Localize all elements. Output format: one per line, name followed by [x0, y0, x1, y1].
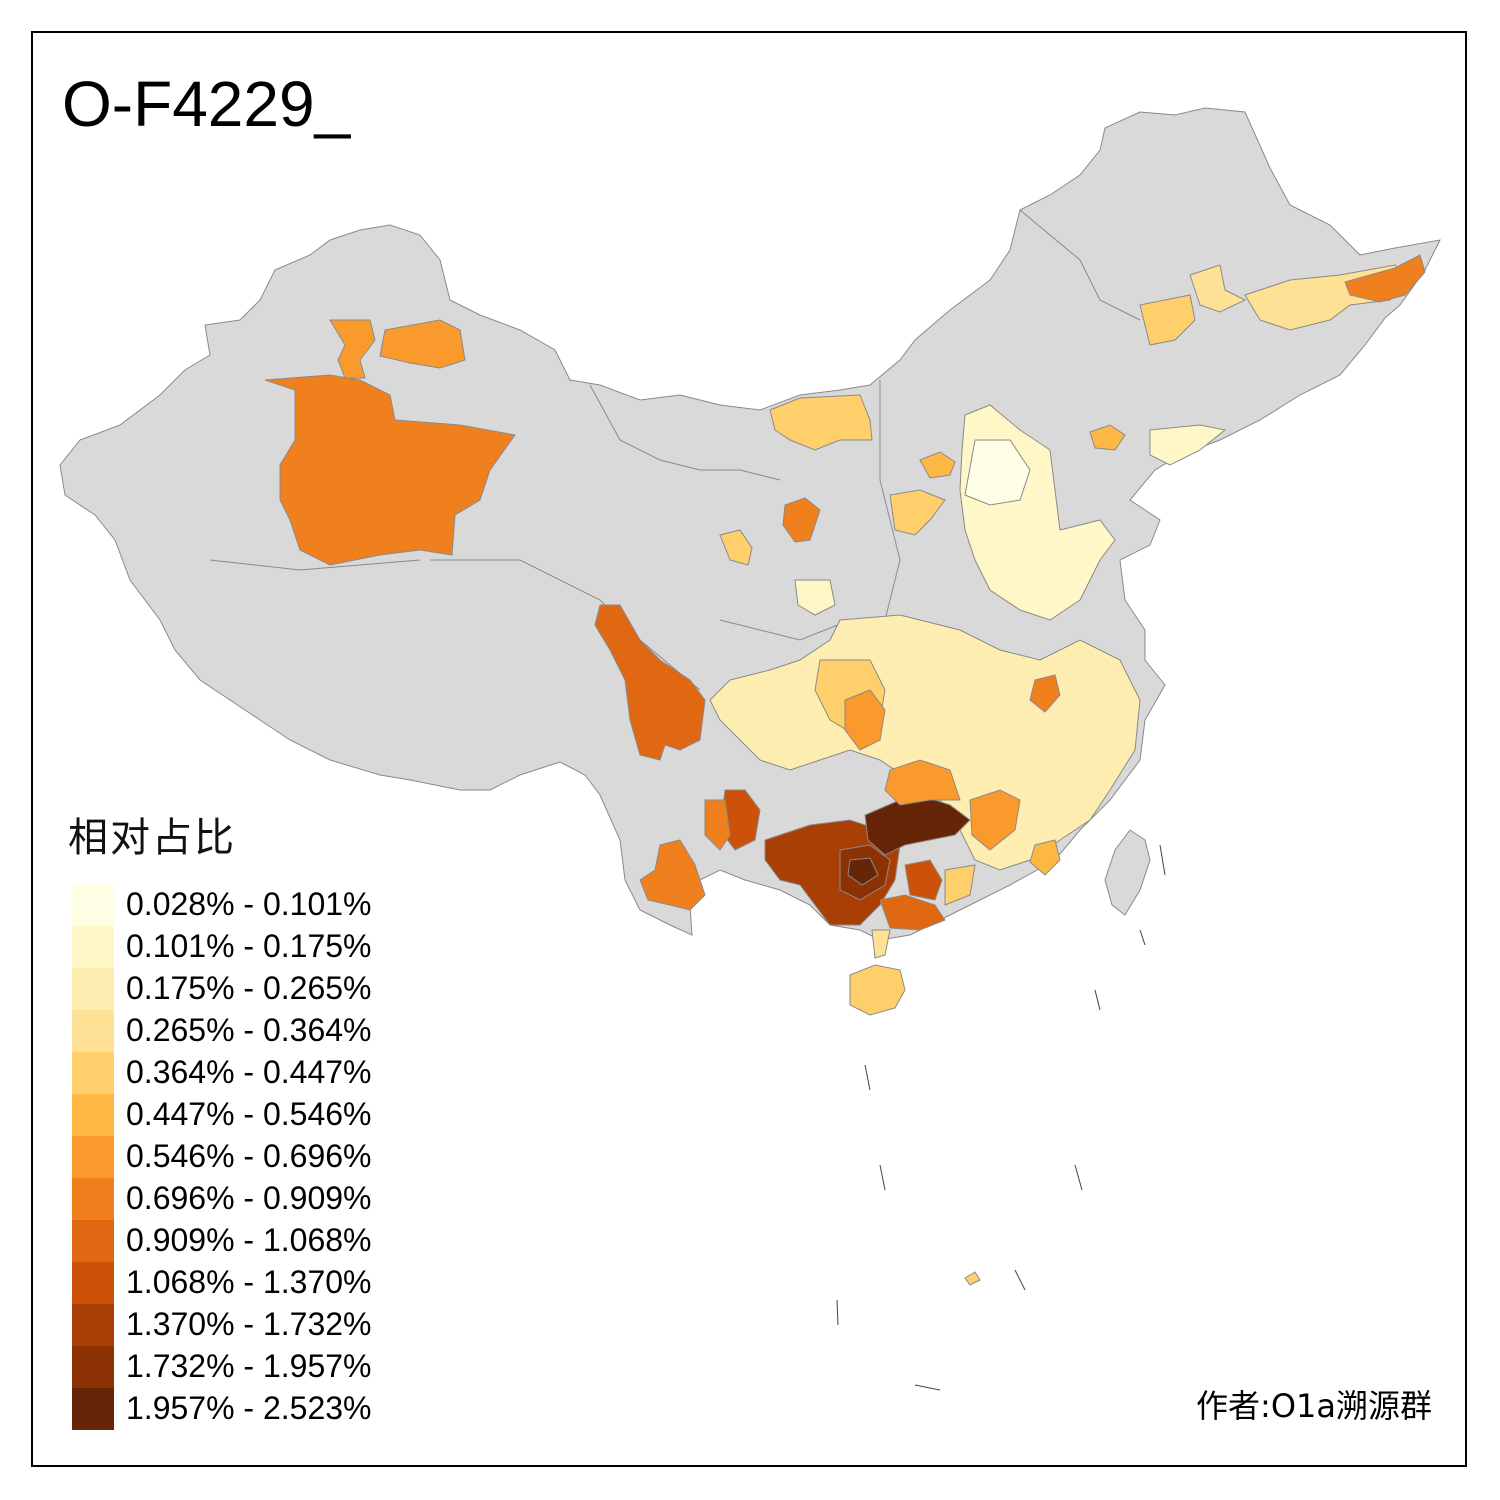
legend-label: 0.546% - 0.696%	[126, 1138, 372, 1174]
legend-title: 相对占比	[68, 815, 236, 861]
region-sc-n	[794, 579, 836, 616]
region-hlj-3	[1189, 264, 1247, 313]
hainan	[849, 964, 906, 1016]
legend-label: 0.028% - 0.101%	[126, 886, 372, 922]
region-gd-1	[904, 859, 943, 901]
legend-swatch	[72, 884, 114, 926]
region-gs	[719, 529, 753, 566]
region-nx	[782, 497, 821, 543]
region-xj-1	[264, 374, 516, 566]
region-xj-3	[379, 319, 466, 369]
region-ln	[1089, 424, 1126, 451]
map-frame	[31, 31, 1467, 1467]
legend-label: 0.265% - 0.364%	[126, 1012, 372, 1048]
legend-swatch	[72, 1220, 114, 1262]
legend-swatch	[72, 968, 114, 1010]
region-gd-6	[944, 864, 976, 906]
legend-label: 1.370% - 1.732%	[126, 1306, 372, 1342]
legend-swatch	[72, 1052, 114, 1094]
island-small	[964, 1271, 981, 1286]
region-sc-w	[594, 604, 706, 761]
region-hlj-4	[1139, 294, 1196, 346]
region-ln-2	[1149, 424, 1227, 466]
taiwan	[1104, 829, 1151, 916]
legend-swatch	[72, 1010, 114, 1052]
region-nm-1	[769, 394, 873, 451]
legend-label: 0.364% - 0.447%	[126, 1054, 372, 1090]
region-gx-4	[847, 857, 879, 886]
legend-label: 0.909% - 1.068%	[126, 1222, 372, 1258]
region-gd-5	[1029, 839, 1061, 876]
region-ah	[1029, 674, 1061, 713]
region-leizhou	[871, 929, 891, 959]
legend-swatch	[72, 1136, 114, 1178]
region-nm-2	[919, 451, 956, 479]
legend-swatch	[72, 1262, 114, 1304]
legend-label: 0.696% - 0.909%	[126, 1180, 372, 1216]
legend-label: 1.068% - 1.370%	[126, 1264, 372, 1300]
region-xj-2	[329, 319, 376, 379]
legend-swatch	[72, 1388, 114, 1430]
legend-label: 1.732% - 1.957%	[126, 1348, 372, 1384]
south-sea-islands	[836, 844, 1166, 1391]
legend-swatch	[72, 926, 114, 968]
legend-label: 0.175% - 0.265%	[126, 970, 372, 1006]
legend-label: 1.957% - 2.523%	[126, 1390, 372, 1426]
legend-swatch	[72, 1346, 114, 1388]
region-hb-2	[964, 439, 1031, 506]
region-sx	[889, 489, 946, 536]
legend-label: 0.447% - 0.546%	[126, 1096, 372, 1132]
region-gd-2	[879, 894, 946, 931]
legend-swatch	[72, 1304, 114, 1346]
region-central-3	[844, 689, 886, 751]
region-yn-1	[639, 839, 706, 911]
region-yn-3	[704, 799, 731, 851]
region-gd-4	[969, 789, 1021, 851]
province-boundaries	[209, 209, 1141, 691]
author-credit: 作者:O1a溯源群	[1196, 1387, 1432, 1425]
legend-swatch	[72, 1094, 114, 1136]
region-gd-3	[884, 759, 961, 806]
legend-label: 0.101% - 0.175%	[126, 928, 372, 964]
legend-swatch	[72, 1178, 114, 1220]
region-hlj-2	[1344, 254, 1426, 303]
map-title: O-F4229_	[62, 68, 351, 140]
